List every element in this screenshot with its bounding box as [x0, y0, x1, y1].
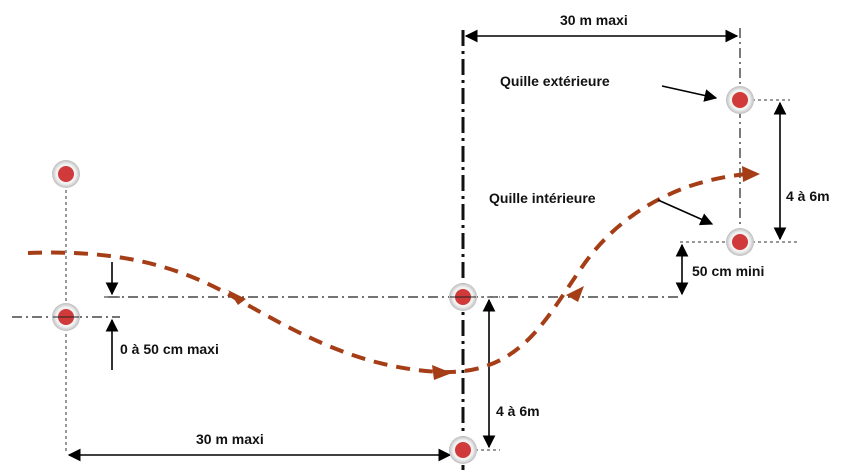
- cone-outer: [726, 86, 754, 114]
- path-arrow-3: [566, 286, 584, 302]
- cone-bottom: [449, 436, 477, 464]
- path-arrow-2: [432, 365, 452, 380]
- right-gap-label: 4 à 6m: [786, 188, 830, 204]
- path-arrow-1: [228, 290, 246, 305]
- left-offset-label: 0 à 50 cm maxi: [120, 341, 219, 357]
- inner-cone-leader: [657, 199, 714, 226]
- inner-cone-label: Quille intérieure: [489, 190, 596, 206]
- path-arrow-4: [742, 166, 760, 182]
- outer-cone-leader: [661, 85, 718, 102]
- vehicle-path: [27, 172, 749, 375]
- top-dimension-label: 30 m maxi: [560, 12, 628, 28]
- min-offset-label: 50 cm mini: [692, 263, 764, 279]
- center-gap-label: 4 à 6m: [496, 403, 540, 419]
- outer-cone-label: Quille extérieure: [500, 73, 610, 89]
- cone-left-top: [52, 160, 80, 188]
- bottom-dimension-label: 30 m maxi: [196, 431, 264, 447]
- cone-inner: [726, 228, 754, 256]
